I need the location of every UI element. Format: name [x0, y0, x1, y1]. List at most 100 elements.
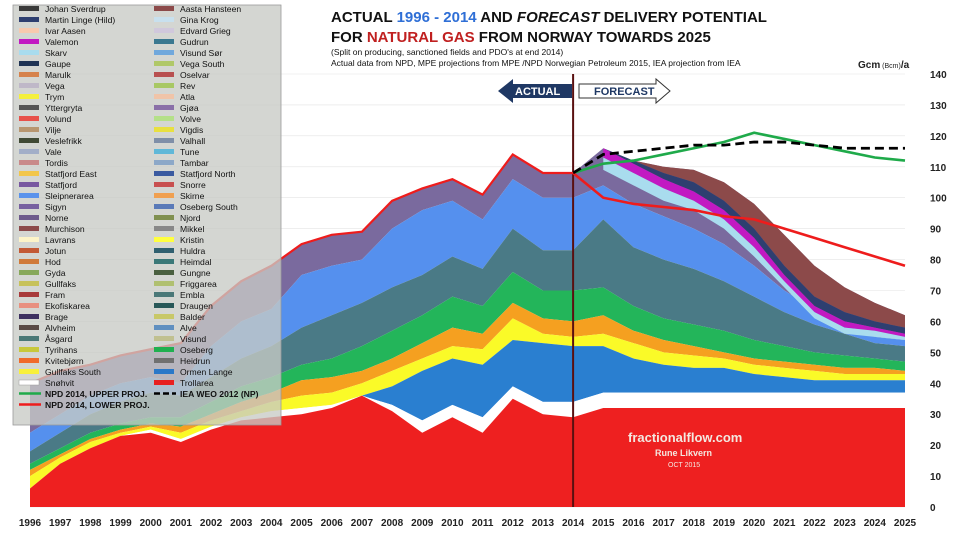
- x-tick-label: 2011: [472, 518, 494, 529]
- y-tick-label: 0: [930, 503, 936, 514]
- legend-entry-label: Vilje: [45, 125, 61, 135]
- legend-swatch: [19, 39, 39, 44]
- chart-title-line1: ACTUAL 1996 - 2014 AND FORECAST DELIVERY…: [331, 9, 767, 26]
- x-tick-label: 1999: [109, 518, 132, 529]
- x-tick-label: 2003: [230, 518, 253, 529]
- legend-swatch: [19, 50, 39, 55]
- legend-swatch: [154, 28, 174, 33]
- legend-swatch: [154, 72, 174, 77]
- legend-swatch: [154, 116, 174, 121]
- legend-swatch: [19, 83, 39, 88]
- legend-entry-label: Oseberg South: [180, 202, 238, 212]
- actual-label: ACTUAL: [515, 86, 560, 98]
- legend-swatch: [19, 347, 39, 352]
- y-tick-label: 60: [930, 317, 942, 328]
- legend-swatch: [19, 336, 39, 341]
- legend-swatch: [19, 292, 39, 297]
- legend-entry-label: Heidrun: [180, 356, 210, 366]
- y-tick-label: 80: [930, 256, 942, 267]
- legend-entry-label: Kristin: [180, 235, 204, 245]
- y-tick-label: 40: [930, 379, 942, 390]
- legend-entry-label: Valhall: [180, 136, 205, 146]
- legend-swatch: [154, 347, 174, 352]
- legend-swatch: [154, 369, 174, 374]
- legend-swatch: [19, 6, 39, 11]
- area-forecast-layer: [603, 148, 905, 337]
- legend-swatch: [19, 28, 39, 33]
- x-tick-label: 2023: [834, 518, 857, 529]
- legend-entry-label: Mikkel: [180, 224, 204, 234]
- legend-swatch: [154, 314, 174, 319]
- legend-entry-label: Alvheim: [45, 323, 76, 333]
- legend-swatch: [154, 259, 174, 264]
- x-tick-label: 2005: [290, 518, 313, 529]
- legend-swatch: [19, 17, 39, 22]
- legend-swatch: [19, 94, 39, 99]
- legend-entry-label: Gjøa: [180, 103, 199, 113]
- legend-entry-label: Embla: [180, 290, 205, 300]
- legend-swatch: [19, 182, 39, 187]
- legend-entry-label: Gina Krog: [180, 15, 219, 25]
- legend-entry-label: Alve: [180, 323, 197, 333]
- legend-entry-label: Huldra: [180, 246, 206, 256]
- legend-entry-label: Visund: [180, 334, 206, 344]
- legend-entry-label: Åsgard: [45, 334, 72, 344]
- legend-entry-label: Murchison: [45, 224, 85, 234]
- area-forecast-layer: [603, 157, 905, 340]
- legend-swatch: [19, 270, 39, 275]
- legend-swatch: [154, 226, 174, 231]
- legend-swatch: [154, 39, 174, 44]
- legend-swatch: [19, 72, 39, 77]
- legend-swatch: [19, 281, 39, 286]
- legend-box: [12, 4, 282, 426]
- legend-entry-label: Tune: [180, 147, 199, 157]
- legend-swatch: [19, 105, 39, 110]
- watermark-author: Rune Likvern: [655, 448, 712, 458]
- x-tick-label: 2007: [351, 518, 374, 529]
- x-tick-label: 2025: [894, 518, 917, 529]
- legend-entry-label: Vega South: [180, 59, 225, 69]
- subtitle-line1: (Split on producing, sanctioned fields a…: [331, 47, 563, 57]
- x-tick-label: 2018: [683, 518, 706, 529]
- legend-swatch: [154, 380, 174, 385]
- legend-swatch: [154, 193, 174, 198]
- legend-entry-label: Ormen Lange: [180, 367, 233, 377]
- legend-entry-label: Brage: [45, 312, 68, 322]
- y-axis-label: Gcm (Bcm)/a: [858, 60, 910, 71]
- legend-entry-label: Marulk: [45, 70, 71, 80]
- legend-entry-label: Rev: [180, 81, 196, 91]
- x-tick-label: 2022: [803, 518, 826, 529]
- legend-entry-label: Sleipnerarea: [45, 191, 94, 201]
- legend-swatch: [154, 204, 174, 209]
- legend-entry-label: Tyrihans: [45, 345, 77, 355]
- y-tick-label: 100: [930, 194, 947, 205]
- legend-swatch: [154, 182, 174, 187]
- y-tick-label: 20: [930, 441, 942, 452]
- x-tick-label: 1996: [19, 518, 42, 529]
- legend-swatch: [19, 325, 39, 330]
- legend-entry-label: Snorre: [180, 180, 206, 190]
- area-ormen-lange: [30, 339, 905, 489]
- legend-entry-label: Sigyn: [45, 202, 67, 212]
- legend-swatch: [154, 105, 174, 110]
- legend-entry-label: Johan Sverdrup: [45, 4, 106, 14]
- legend-entry-label: Statfjord East: [45, 169, 97, 179]
- legend-swatch: [19, 138, 39, 143]
- legend-entry-label: Friggarea: [180, 279, 217, 289]
- legend-swatch: [19, 171, 39, 176]
- y-tick-label: 140: [930, 70, 947, 81]
- legend-entry-label: Vale: [45, 147, 62, 157]
- y-tick-label: 130: [930, 101, 947, 112]
- legend-swatch: [19, 314, 39, 319]
- x-tick-label: 2015: [592, 518, 615, 529]
- legend-entry-label: Gaupe: [45, 59, 71, 69]
- legend-entry-label: Tordis: [45, 158, 68, 168]
- legend-swatch: [154, 83, 174, 88]
- area-kvitebjorn: [30, 302, 905, 477]
- legend-entry-label: Ivar Aasen: [45, 26, 86, 36]
- forecast-label: FORECAST: [594, 86, 655, 98]
- legend-swatch: [154, 292, 174, 297]
- x-tick-label: 2000: [140, 518, 163, 529]
- x-tick-label: 2001: [170, 518, 193, 529]
- legend-swatch: [19, 226, 39, 231]
